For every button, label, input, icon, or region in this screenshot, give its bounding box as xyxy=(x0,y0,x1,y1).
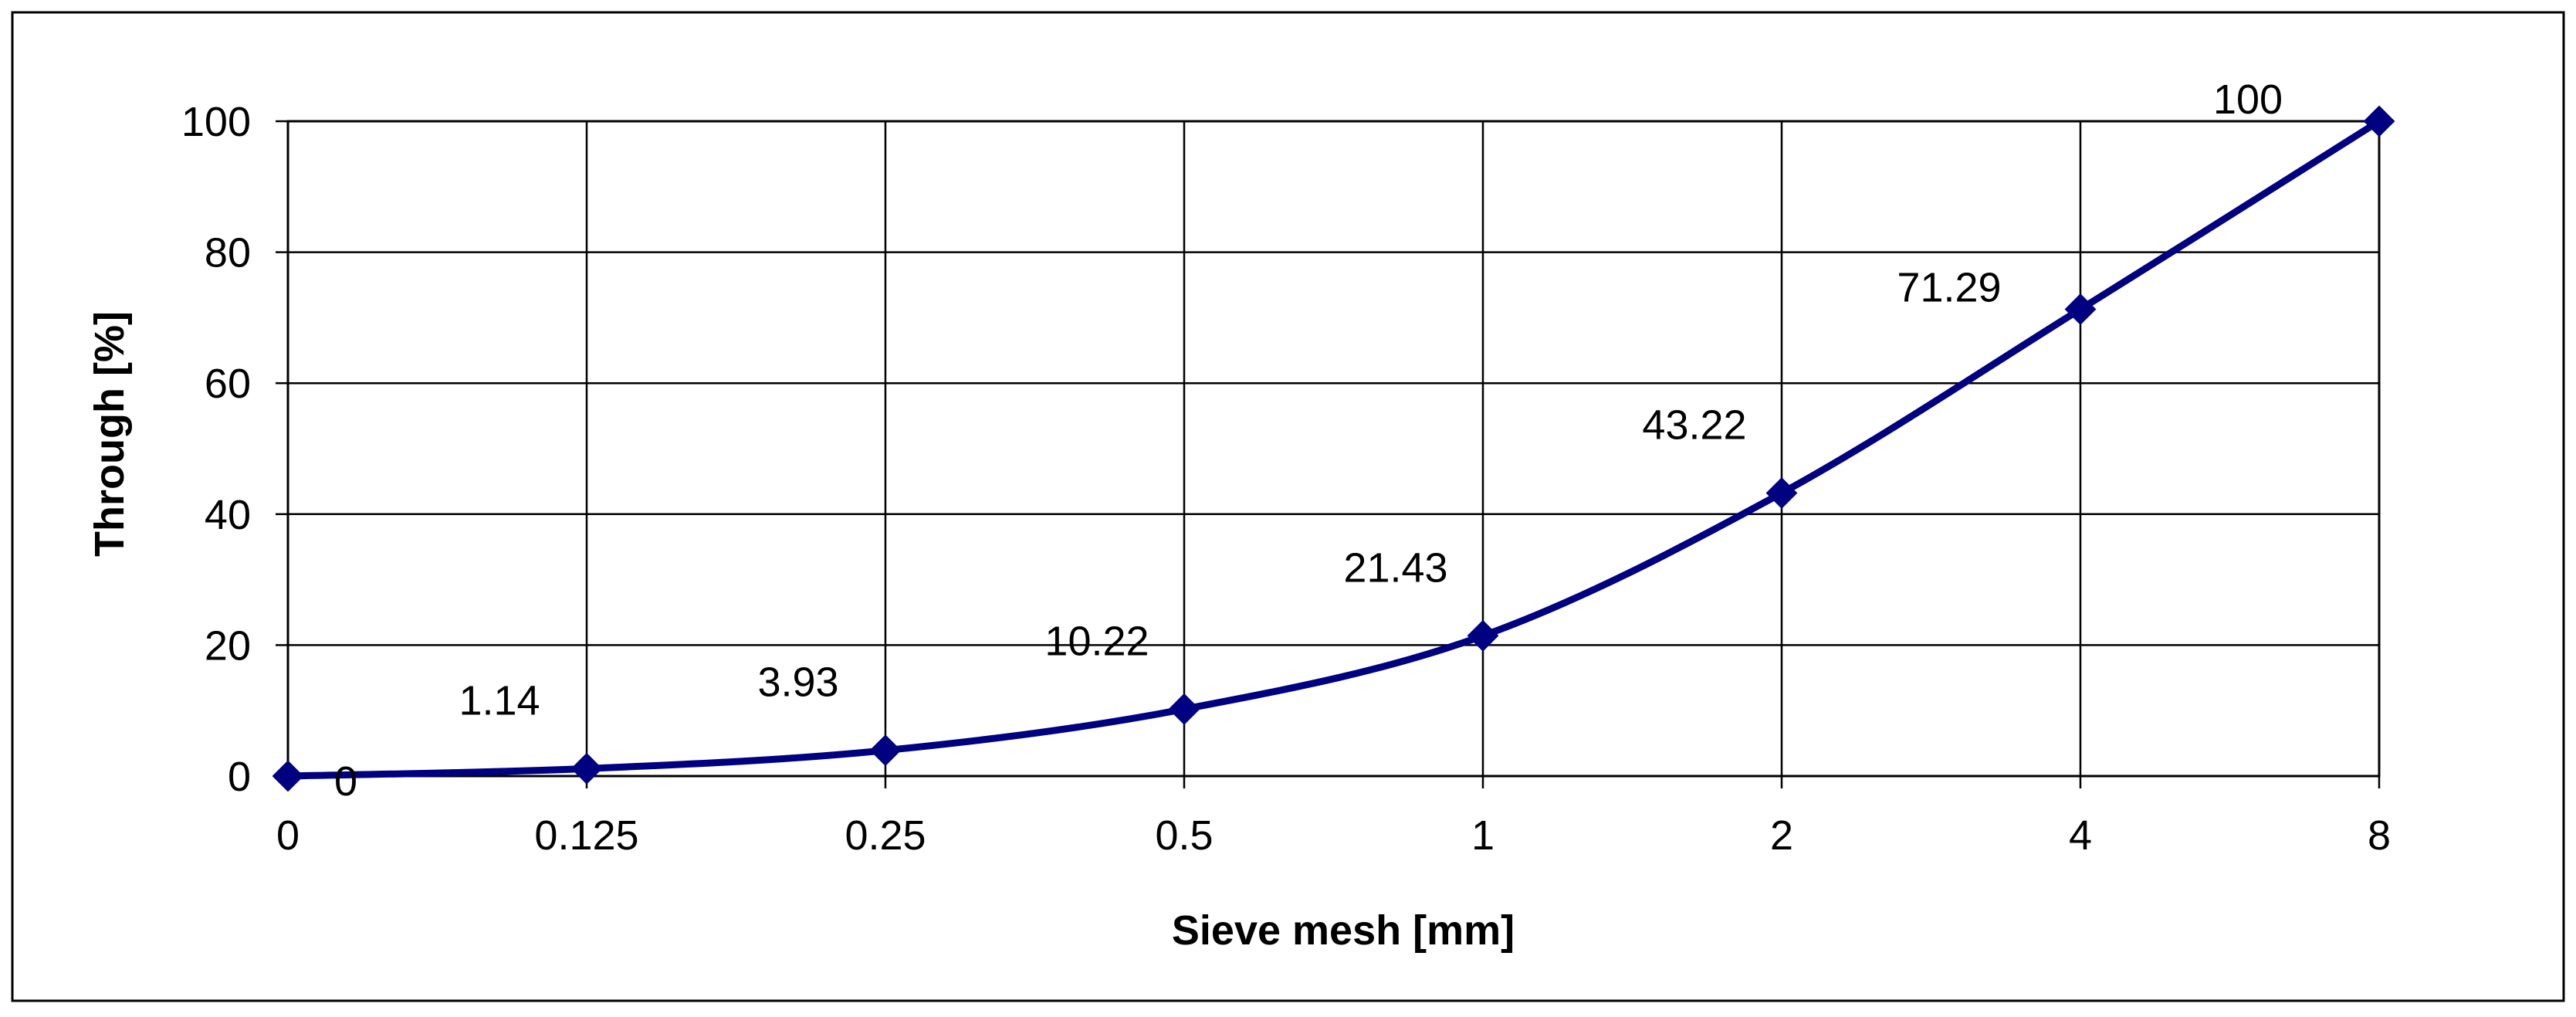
data-label: 71.29 xyxy=(1897,264,2001,310)
data-label: 100 xyxy=(2213,76,2283,123)
data-label: 43.22 xyxy=(1642,402,1746,448)
data-label: 3.93 xyxy=(757,659,838,706)
plot-area-border xyxy=(286,120,2381,778)
data-labels: 0 1.14 3.93 10.22 21.43 43.22 71.29 100 xyxy=(334,76,2283,805)
series-line xyxy=(284,117,2383,780)
x-tick-label: 0.5 xyxy=(1155,812,1213,859)
data-label: 10.22 xyxy=(1044,618,1149,664)
axes: 0 20 40 60 80 100 0 0.125 0.25 0.5 1 2 4 8 xyxy=(181,99,2391,859)
data-label: 21.43 xyxy=(1343,544,1447,591)
x-tick-label: 0 xyxy=(276,812,300,859)
data-label: 0 xyxy=(334,758,357,805)
data-point-marker xyxy=(570,752,603,785)
data-point-marker xyxy=(869,734,902,767)
y-tick-label: 80 xyxy=(205,230,251,276)
data-label: 1.14 xyxy=(459,677,540,724)
data-point-marker xyxy=(2363,105,2395,137)
chart-border xyxy=(11,11,2565,1002)
y-tick-label: 20 xyxy=(205,622,251,669)
x-tick-label: 2 xyxy=(1770,812,1793,859)
x-tick-label: 1 xyxy=(1471,812,1494,859)
y-tick-label: 60 xyxy=(205,361,251,407)
y-axis-title: Through [%] xyxy=(86,311,133,557)
x-tick-label: 0.125 xyxy=(534,812,638,859)
y-tick-label: 40 xyxy=(205,492,251,538)
data-point-marker xyxy=(1467,619,1499,652)
y-tick-label: 0 xyxy=(228,754,251,800)
x-tick-label: 4 xyxy=(2069,812,2092,859)
data-point-marker xyxy=(272,760,304,792)
x-tick-label: 0.25 xyxy=(845,812,926,859)
data-point-marker xyxy=(2064,293,2097,325)
data-point-marker xyxy=(1168,693,1200,725)
y-tick-label: 100 xyxy=(181,99,251,145)
series-through xyxy=(272,105,2395,792)
x-axis-title: Sieve mesh [mm] xyxy=(1172,907,1515,954)
x-tick-label: 8 xyxy=(2368,812,2391,859)
data-point-marker xyxy=(1765,477,1798,509)
